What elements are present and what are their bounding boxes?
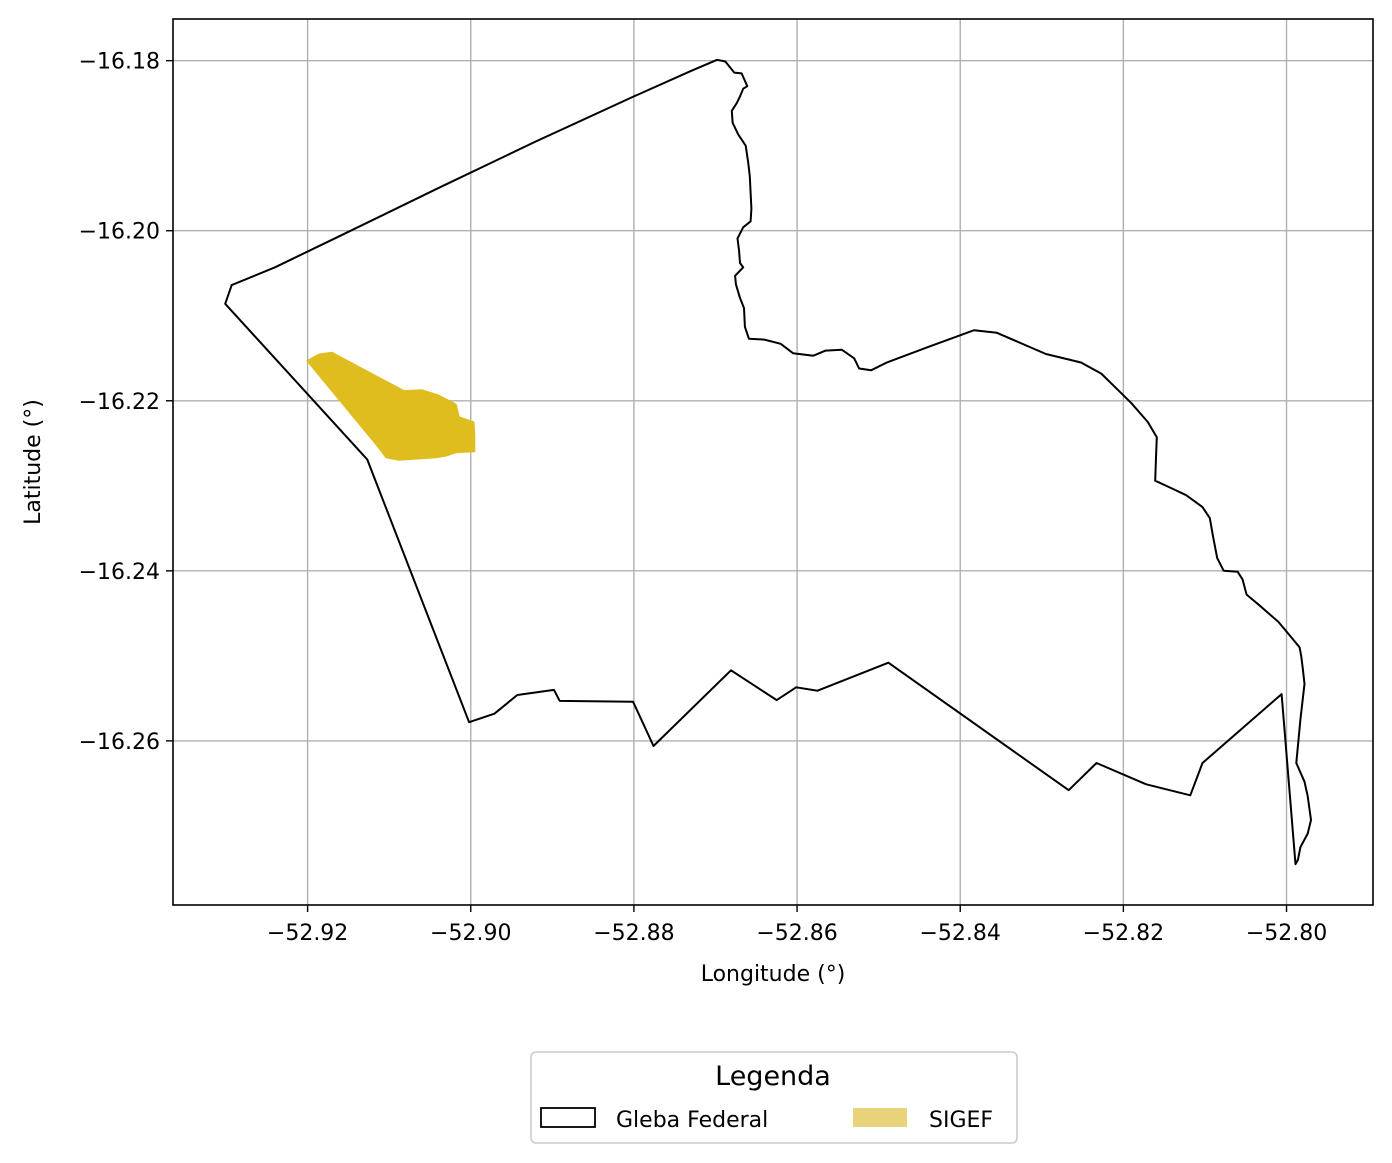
y-tick-label: −16.22 xyxy=(79,390,160,415)
y-tick-label: −16.24 xyxy=(79,560,160,585)
x-axis-label: Longitude (°) xyxy=(701,962,846,987)
x-tick-label: −52.90 xyxy=(430,921,511,946)
x-tick-label: −52.88 xyxy=(593,921,674,946)
x-tick-label: −52.80 xyxy=(1246,921,1327,946)
grid-lines xyxy=(173,19,1373,905)
x-tick-label: −52.92 xyxy=(267,921,348,946)
y-tick-label: −16.18 xyxy=(79,50,160,75)
legend-label-sigef: SIGEF xyxy=(929,1108,993,1133)
legend: Legenda Gleba Federal SIGEF xyxy=(530,1051,1018,1144)
y-axis-label: Latitude (°) xyxy=(21,399,46,525)
legend-swatch-sigef xyxy=(853,1108,907,1127)
legend-title: Legenda xyxy=(715,1061,831,1092)
plot-area-frame xyxy=(172,18,1374,906)
x-tick-label: −52.86 xyxy=(756,921,837,946)
gleba-federal-polygon xyxy=(224,58,1312,866)
y-tick-label: −16.26 xyxy=(79,730,160,755)
y-tick-label: −16.20 xyxy=(79,220,160,245)
sigef-polygon xyxy=(306,351,476,461)
x-tick-label: −52.82 xyxy=(1083,921,1164,946)
legend-swatch-gleba-federal xyxy=(540,1107,596,1128)
axis-ticks: −52.92 −52.90 −52.88 −52.86 −52.84 −52.82 −52.… xyxy=(79,50,1328,946)
x-tick-label: −52.84 xyxy=(920,921,1001,946)
map-features xyxy=(224,58,1312,866)
legend-label-gleba-federal: Gleba Federal xyxy=(616,1108,768,1133)
